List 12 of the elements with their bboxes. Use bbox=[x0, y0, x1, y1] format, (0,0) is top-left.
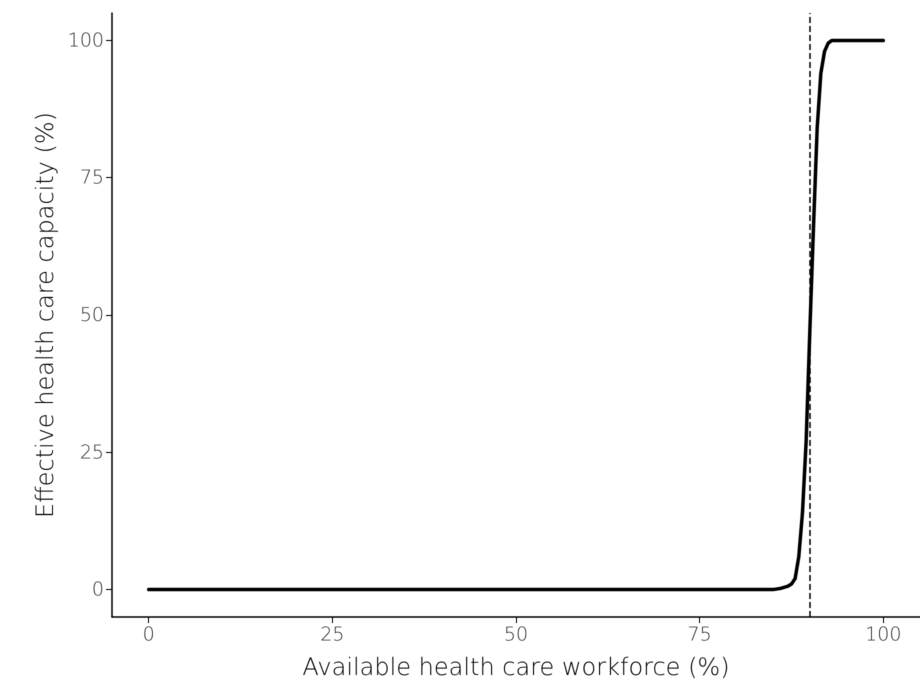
x-tick-label: 0 bbox=[142, 624, 155, 646]
x-tick-label: 50 bbox=[504, 624, 528, 646]
x-tick-label: 25 bbox=[320, 624, 344, 646]
x-axis-title: Available health care workforce (%) bbox=[302, 653, 730, 681]
y-tick-label: 50 bbox=[80, 304, 104, 326]
y-tick-label: 75 bbox=[80, 166, 104, 189]
y-tick-label: 100 bbox=[68, 29, 104, 52]
y-axis-title: Effective health care capacity (%) bbox=[30, 112, 59, 518]
x-tick-label: 75 bbox=[688, 624, 712, 646]
y-tick-label: 25 bbox=[80, 441, 104, 464]
y-tick-label: 0 bbox=[92, 578, 104, 601]
x-tick-label: 100 bbox=[865, 624, 902, 646]
